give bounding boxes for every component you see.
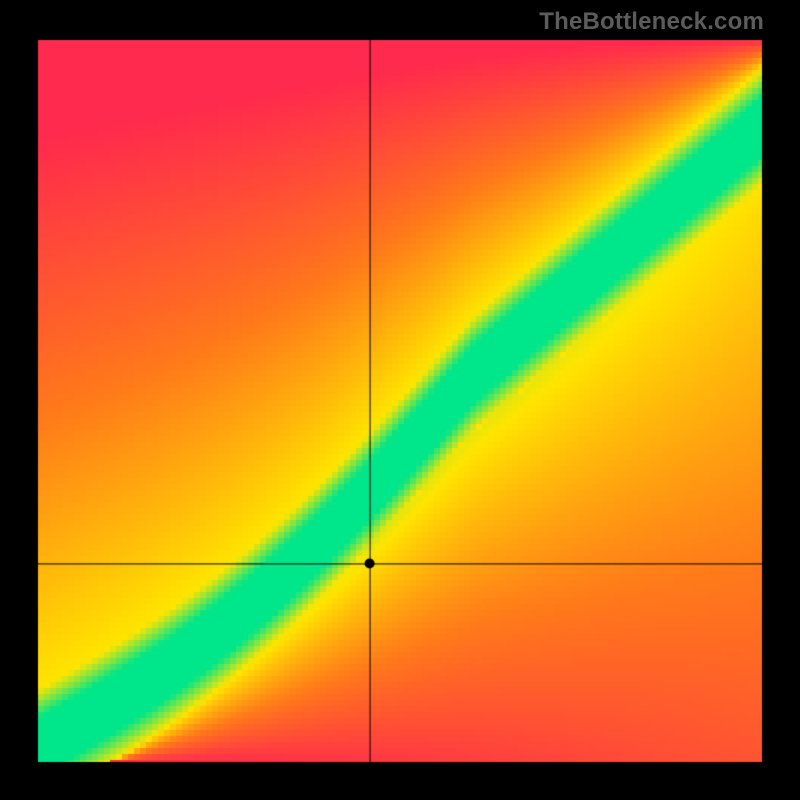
bottleneck-heatmap	[0, 0, 800, 800]
watermark-text: TheBottleneck.com	[539, 8, 764, 36]
